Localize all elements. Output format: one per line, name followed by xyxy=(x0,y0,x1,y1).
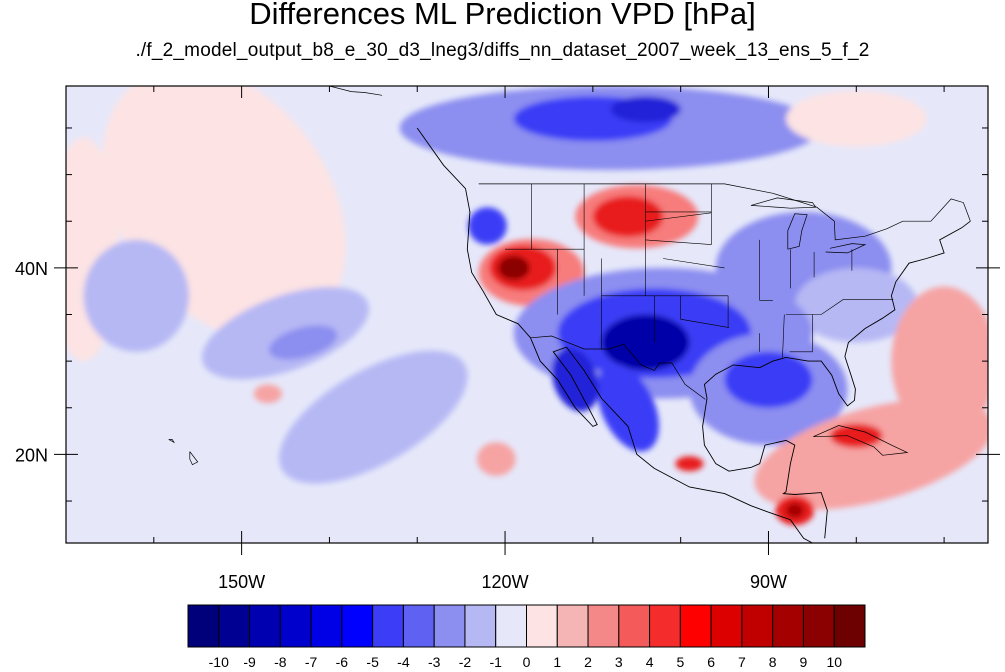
colorbar-label: 8 xyxy=(769,654,777,670)
colorbar-swatch xyxy=(649,604,681,648)
colorbar-label: 10 xyxy=(826,654,842,670)
lat-tick-label: 20N xyxy=(15,445,48,465)
region-caribbean-red-core xyxy=(829,423,883,448)
colorbar-label: -2 xyxy=(459,654,472,670)
colorbar-swatch xyxy=(618,604,651,648)
colorbar-swatch xyxy=(802,604,835,648)
map-plot-area xyxy=(66,86,988,543)
region-gulf-blue-core xyxy=(724,351,813,408)
colorbar-swatch xyxy=(710,604,743,648)
state-border xyxy=(645,239,712,245)
state-border xyxy=(680,295,730,328)
colorbar-label: -10 xyxy=(209,654,229,670)
colorbar-swatch xyxy=(279,604,312,648)
colorbar-swatch xyxy=(464,604,497,648)
state-border xyxy=(786,299,894,315)
colorbar-label: -8 xyxy=(274,654,287,670)
oahu-outline xyxy=(168,439,176,444)
colorbar-label: -9 xyxy=(243,654,256,670)
lon-tick-label: 90W xyxy=(750,572,787,592)
colorbar-label: 6 xyxy=(707,654,715,670)
state-border xyxy=(789,314,813,353)
colorbar-swatch xyxy=(341,604,374,648)
atlantic-gulf-coastline xyxy=(703,220,971,407)
colorbar-label: 5 xyxy=(676,654,684,670)
colorbar-swatch xyxy=(495,604,527,648)
coastline-outlines xyxy=(168,86,971,543)
colorbar-label: 1 xyxy=(553,654,561,670)
lake-michigan xyxy=(787,213,808,250)
colorbar-label: -4 xyxy=(397,654,410,670)
region-central-america-red-core xyxy=(786,502,804,518)
axis-ticks: 150W 120W 90W 40N 20N xyxy=(15,86,1000,592)
us-canada-border xyxy=(478,183,971,241)
region-mexico-blue xyxy=(597,364,659,452)
colorbar-swatch xyxy=(402,604,435,648)
lat-tick-label: 40N xyxy=(15,259,48,279)
region-pacific-blue-patch-1-core xyxy=(268,325,338,360)
lon-tick-label: 150W xyxy=(218,572,265,592)
region-pacific-blue-patch-2 xyxy=(279,350,468,484)
colorbar-label: -7 xyxy=(305,654,318,670)
colorbar-label: 9 xyxy=(800,654,808,670)
colorbar-swatch xyxy=(218,604,251,648)
colorbar-swatch xyxy=(587,604,620,648)
colorbar-label: 3 xyxy=(615,654,623,670)
region-pacific-red-spot-2 xyxy=(253,384,283,404)
region-canada-pink-east xyxy=(786,90,927,147)
colorbar-label: -1 xyxy=(490,654,503,670)
region-baja-blue xyxy=(551,348,599,412)
colorbar-swatch xyxy=(249,604,281,648)
plot-title: Differences ML Prediction VPD [hPa] xyxy=(249,0,756,31)
plot-subtitle: ./f_2_model_output_b8_e_30_d3_lneg3/diff… xyxy=(135,40,870,61)
pacific-coastline xyxy=(416,127,814,543)
lake-erie xyxy=(825,243,867,254)
state-border xyxy=(782,314,785,358)
colorbar-label: -3 xyxy=(428,654,441,670)
colorbar-label: -6 xyxy=(336,654,349,670)
colorbar-label: 2 xyxy=(584,654,592,670)
colorbar-label: 0 xyxy=(523,654,531,670)
region-east-us-light xyxy=(794,267,918,343)
state-border xyxy=(663,258,725,269)
region-pacific-nw-blue xyxy=(468,207,507,245)
colorbar-label: 4 xyxy=(646,654,654,670)
colorbar: -10 -9 -8 -7 -6 -5 -4 -3 -2 -1 0 1 2 3 4 5 6 7 8 9 10 xyxy=(187,604,866,670)
colorbar-swatch xyxy=(187,604,220,648)
colorbar-swatch xyxy=(556,604,589,648)
region-rockies-red-core xyxy=(592,196,664,238)
colorbar-swatch xyxy=(372,604,404,648)
colorbar-swatch xyxy=(833,604,866,648)
region-canada-blue-core-2 xyxy=(610,96,681,123)
colorbar-swatch xyxy=(679,604,712,648)
hawaii-outline xyxy=(189,451,199,466)
colorbar-label: 7 xyxy=(738,654,746,670)
lon-tick-label: 120W xyxy=(482,572,529,592)
region-mexico-red-spot xyxy=(675,456,704,472)
lake-superior xyxy=(750,197,817,209)
mexico-gulf-coastline xyxy=(702,398,828,539)
cuba-outline xyxy=(813,425,909,456)
colorbar-swatch xyxy=(310,604,343,648)
colorbar-swatch xyxy=(526,604,558,648)
region-pacific-red-spot-1 xyxy=(476,442,516,476)
region-atlantic-pink xyxy=(891,286,988,436)
colorbar-swatch xyxy=(772,604,804,648)
colorbar-swatch xyxy=(433,604,466,648)
region-southwest-red-core xyxy=(498,255,530,280)
region-pacific-blue-patch-3 xyxy=(83,239,189,352)
region-south-us-blue-core xyxy=(601,314,690,371)
colorbar-swatch xyxy=(741,604,774,648)
us-mexico-border xyxy=(530,335,706,400)
alaska-coast xyxy=(329,86,383,96)
colorbar-label: -5 xyxy=(366,654,379,670)
state-border xyxy=(645,212,712,222)
